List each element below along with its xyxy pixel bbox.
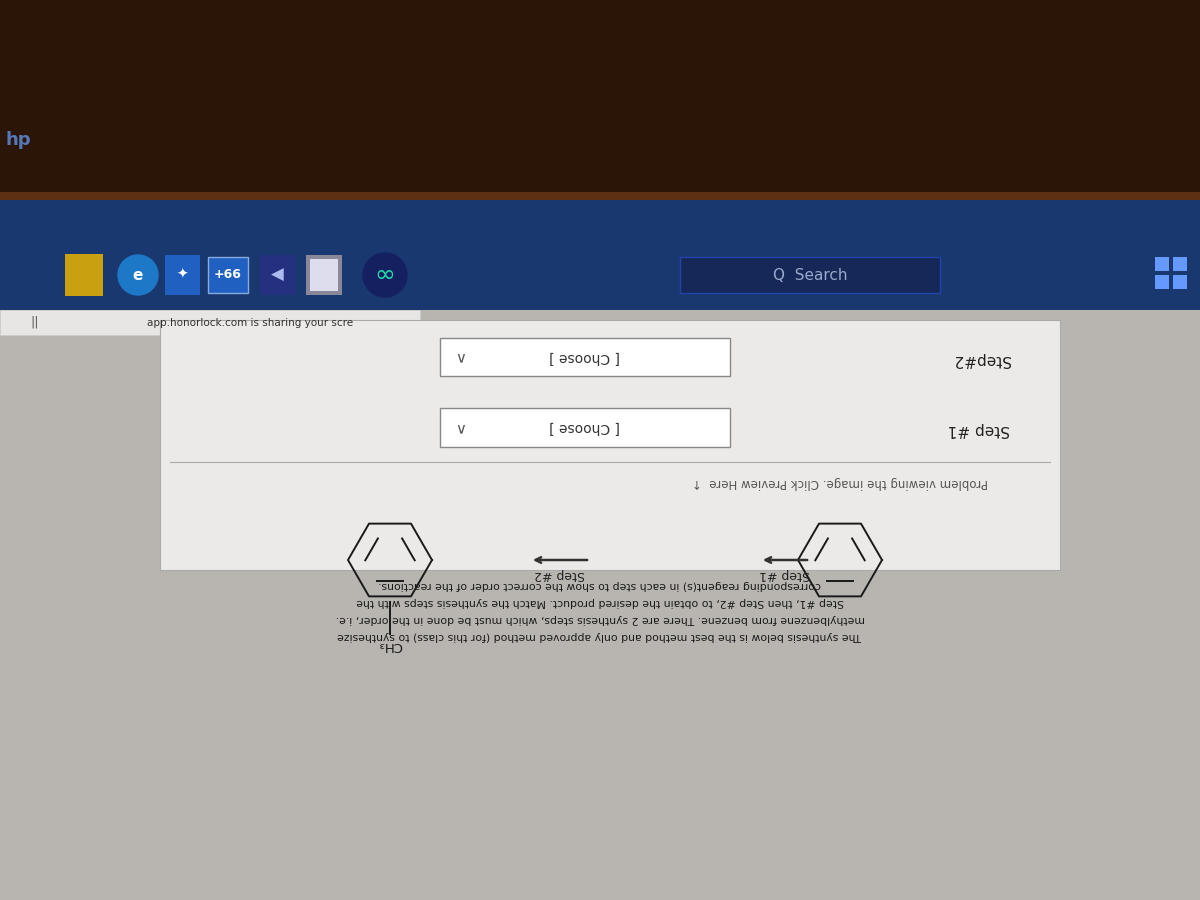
Text: ||: || — [31, 316, 40, 329]
Polygon shape — [166, 255, 200, 295]
Text: Step #1: Step #1 — [948, 422, 1010, 437]
Text: Q  Search: Q Search — [773, 267, 847, 283]
Polygon shape — [160, 320, 1060, 570]
Text: ◀: ◀ — [271, 266, 283, 284]
Polygon shape — [260, 255, 295, 295]
Text: Step #2: Step #2 — [534, 568, 586, 580]
Polygon shape — [440, 338, 730, 376]
Text: CH₃: CH₃ — [378, 640, 402, 652]
Polygon shape — [208, 257, 248, 293]
Polygon shape — [0, 192, 1200, 200]
Polygon shape — [0, 310, 1200, 900]
Text: e: e — [133, 267, 143, 283]
Polygon shape — [1174, 275, 1187, 289]
Polygon shape — [0, 200, 1200, 310]
Text: corresponding reagent(s) in each step to show the correct order of the reactions: corresponding reagent(s) in each step to… — [378, 580, 822, 590]
Text: Problem viewing the image. Click Preview Here  ↑: Problem viewing the image. Click Preview… — [692, 475, 988, 489]
Polygon shape — [306, 255, 342, 295]
Text: [ Choose ]: [ Choose ] — [550, 420, 620, 435]
Text: Step #1: Step #1 — [760, 568, 810, 580]
Text: ∧: ∧ — [452, 420, 463, 435]
Circle shape — [364, 253, 407, 297]
Text: app.honorlock.com is sharing your scre: app.honorlock.com is sharing your scre — [146, 318, 353, 328]
Polygon shape — [680, 257, 940, 293]
Polygon shape — [310, 259, 338, 291]
Polygon shape — [1174, 257, 1187, 271]
Polygon shape — [65, 254, 103, 296]
Text: +66: +66 — [214, 268, 242, 282]
Text: hp: hp — [5, 131, 31, 149]
Polygon shape — [1154, 275, 1169, 289]
Text: Step#2: Step#2 — [953, 353, 1010, 367]
Text: The synthesis below is the best method and only approved method (for this class): The synthesis below is the best method a… — [337, 631, 863, 641]
Polygon shape — [440, 408, 730, 447]
Text: ∞: ∞ — [374, 263, 396, 287]
Polygon shape — [0, 310, 420, 335]
Polygon shape — [1154, 257, 1169, 271]
Text: ✦: ✦ — [176, 268, 188, 282]
Polygon shape — [0, 0, 1200, 200]
Text: Step #1, then Step #2, to obtain the desired product. Match the synthesis steps : Step #1, then Step #2, to obtain the des… — [356, 597, 844, 607]
Text: ∧: ∧ — [452, 349, 463, 364]
Text: methylbenzene from benzene. There are 2 synthesis steps, which must be done in t: methylbenzene from benzene. There are 2 … — [335, 614, 865, 624]
Text: [ Choose ]: [ Choose ] — [550, 350, 620, 364]
Circle shape — [118, 255, 158, 295]
